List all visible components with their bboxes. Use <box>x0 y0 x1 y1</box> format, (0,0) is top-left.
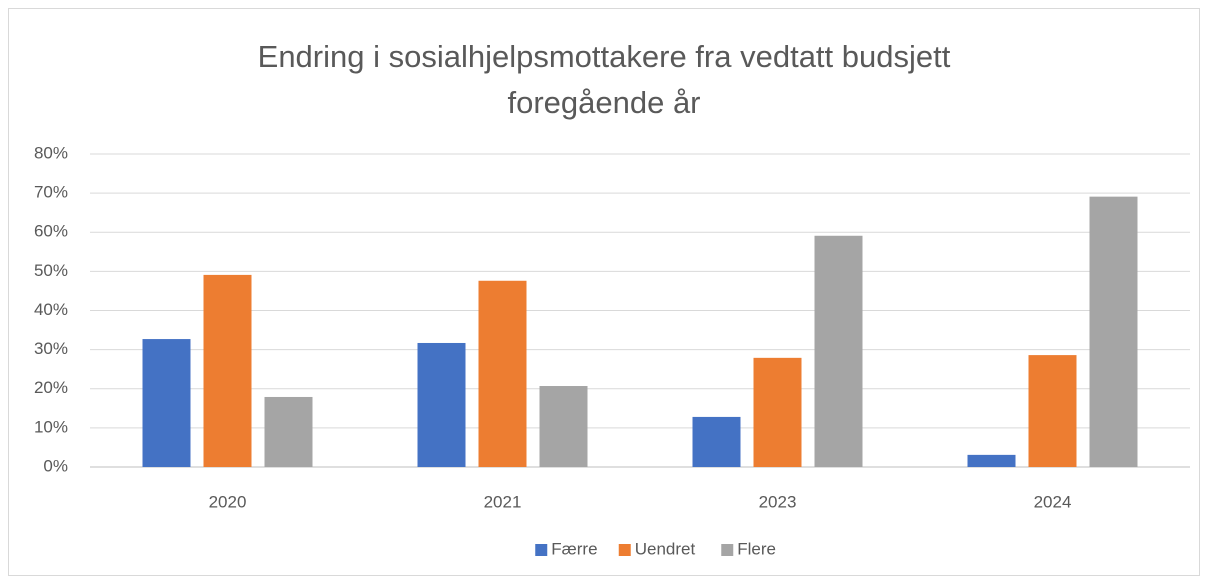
y-tick-label: 20% <box>34 378 68 397</box>
y-tick-label: 0% <box>43 456 68 475</box>
bar <box>142 339 191 467</box>
y-tick-label: 10% <box>34 417 68 436</box>
legend-label: Flere <box>737 539 776 558</box>
legend-swatch <box>535 544 548 556</box>
bar <box>264 396 313 467</box>
bar <box>753 357 802 467</box>
legend-label: Uendret <box>635 539 696 558</box>
x-tick-label: 2020 <box>209 492 247 511</box>
bar <box>692 416 741 467</box>
bar <box>814 235 863 467</box>
bar <box>417 342 466 467</box>
y-tick-label: 40% <box>34 300 68 319</box>
x-tick-label: 2024 <box>1034 492 1072 511</box>
y-tick-label: 70% <box>34 183 68 202</box>
bar <box>203 274 252 467</box>
x-tick-label: 2021 <box>484 492 522 511</box>
bar <box>478 280 527 467</box>
bar <box>1028 355 1077 467</box>
y-tick-label: 30% <box>34 339 68 358</box>
x-tick-label: 2023 <box>759 492 797 511</box>
y-tick-label: 50% <box>34 261 68 280</box>
legend-swatch <box>618 544 631 556</box>
legend-swatch <box>721 544 734 556</box>
y-tick-label: 80% <box>34 143 68 162</box>
y-tick-label: 60% <box>34 222 68 241</box>
chart-title: Endring i sosialhjelpsmottakere fra vedt… <box>257 39 951 120</box>
bar <box>1089 196 1138 468</box>
bar <box>967 454 1016 467</box>
legend-label: Færre <box>551 539 597 558</box>
bar <box>539 386 588 467</box>
